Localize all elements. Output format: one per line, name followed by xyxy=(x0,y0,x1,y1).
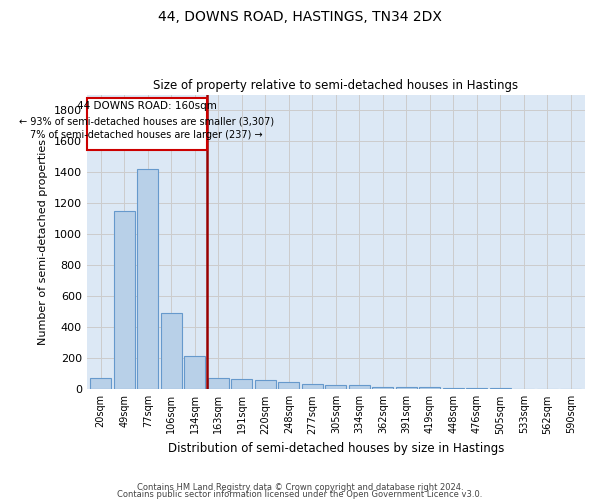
Bar xyxy=(90,378,112,390)
Bar xyxy=(278,382,299,390)
Bar xyxy=(113,211,135,390)
Bar xyxy=(137,169,158,390)
Bar xyxy=(208,378,229,390)
Bar xyxy=(466,388,487,390)
Bar xyxy=(302,384,323,390)
Bar xyxy=(161,314,182,390)
Bar xyxy=(349,386,370,390)
Bar xyxy=(490,388,511,390)
Bar xyxy=(419,388,440,390)
Bar xyxy=(372,386,394,390)
Bar xyxy=(255,380,276,390)
Bar xyxy=(231,379,253,390)
Bar xyxy=(443,388,464,390)
Bar xyxy=(514,388,535,390)
Bar xyxy=(184,356,205,390)
Y-axis label: Number of semi-detached properties: Number of semi-detached properties xyxy=(38,139,48,345)
Text: 44, DOWNS ROAD, HASTINGS, TN34 2DX: 44, DOWNS ROAD, HASTINGS, TN34 2DX xyxy=(158,10,442,24)
Text: Contains HM Land Registry data © Crown copyright and database right 2024.: Contains HM Land Registry data © Crown c… xyxy=(137,484,463,492)
Text: ← 93% of semi-detached houses are smaller (3,307): ← 93% of semi-detached houses are smalle… xyxy=(19,116,274,126)
Bar xyxy=(396,387,417,390)
Text: Contains public sector information licensed under the Open Government Licence v3: Contains public sector information licen… xyxy=(118,490,482,499)
Text: 7% of semi-detached houses are larger (237) →: 7% of semi-detached houses are larger (2… xyxy=(30,130,263,140)
Bar xyxy=(325,385,346,390)
Title: Size of property relative to semi-detached houses in Hastings: Size of property relative to semi-detach… xyxy=(153,79,518,92)
FancyBboxPatch shape xyxy=(86,98,206,150)
X-axis label: Distribution of semi-detached houses by size in Hastings: Distribution of semi-detached houses by … xyxy=(167,442,504,455)
Text: 44 DOWNS ROAD: 160sqm: 44 DOWNS ROAD: 160sqm xyxy=(77,100,217,110)
